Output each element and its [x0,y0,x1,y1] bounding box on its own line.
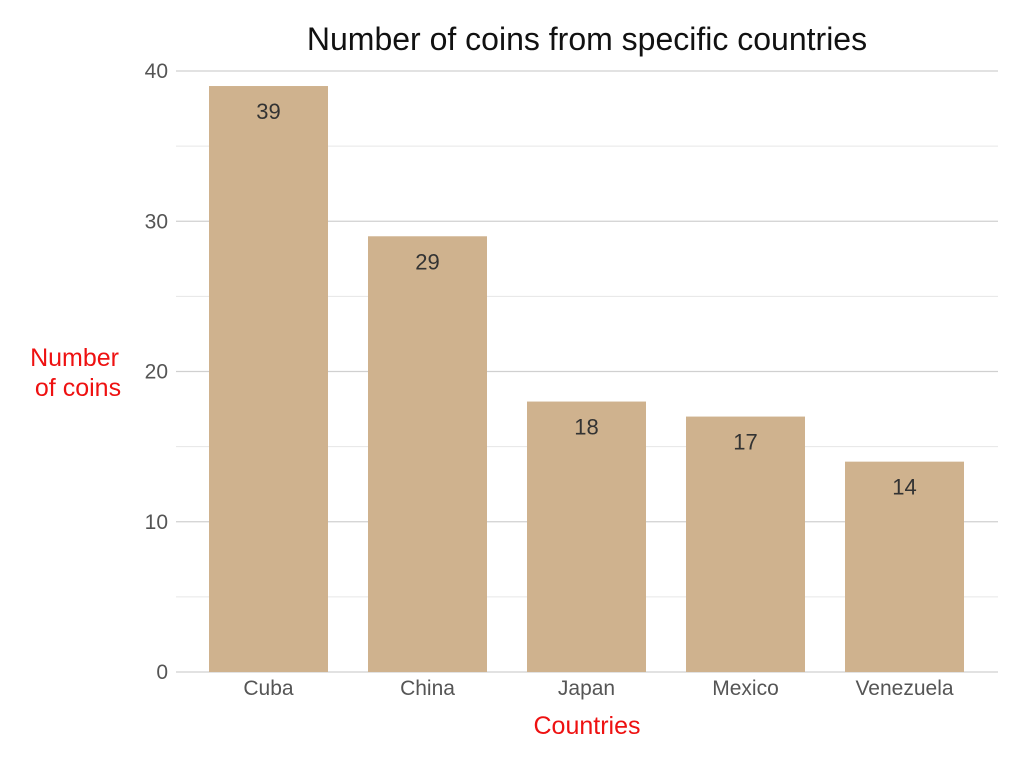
x-tick-labels: Cuba China Japan Mexico Venezuela [243,677,953,700]
x-tick-label-cuba: Cuba [243,677,294,700]
y-tick-label: 20 [145,361,168,384]
y-tick-label: 40 [145,60,168,83]
y-axis-label-line-2: of coins [35,374,121,402]
y-tick-labels: 0 10 20 30 40 [145,60,168,684]
data-label-japan: 18 [574,415,598,440]
x-tick-label-china: China [400,677,455,700]
data-label-venezuela: 14 [892,475,916,500]
y-axis-label: Number of coins [30,344,126,402]
y-axis-label-line-1: Number [30,344,119,372]
data-label-mexico: 17 [733,430,757,455]
data-label-china: 29 [415,249,439,274]
y-tick-label: 0 [156,661,168,684]
bar-mexico [686,416,805,672]
chart-title: Number of coins from specific countries [307,21,867,57]
bars: 39 29 18 17 14 [209,86,964,672]
data-label-cuba: 39 [256,99,280,124]
x-tick-label-mexico: Mexico [712,677,779,700]
x-tick-label-venezuela: Venezuela [855,677,953,700]
bar-japan [527,401,646,672]
bar-venezuela [845,461,964,672]
x-axis-label: Countries [534,712,641,740]
bar-cuba [209,86,328,672]
y-tick-label: 10 [145,511,168,534]
bar-china [368,236,487,672]
y-tick-label: 30 [145,210,168,233]
x-tick-label-japan: Japan [558,677,615,700]
